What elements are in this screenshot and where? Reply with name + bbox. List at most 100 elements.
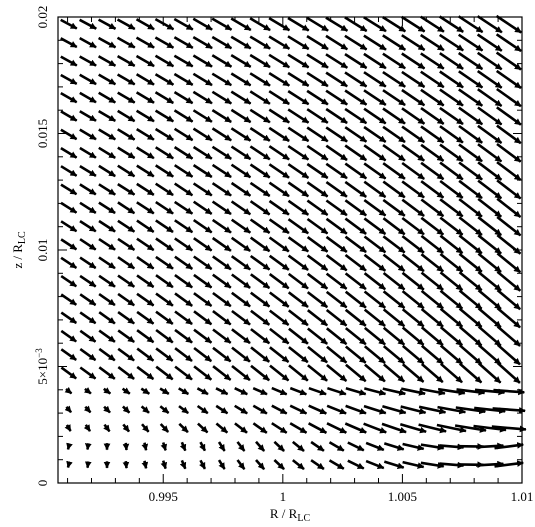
field-arrow bbox=[494, 442, 524, 450]
field-arrow bbox=[439, 234, 464, 255]
field-arrow bbox=[326, 345, 348, 364]
field-arrow bbox=[382, 16, 406, 33]
field-arrow bbox=[344, 327, 367, 346]
field-arrow bbox=[383, 460, 405, 470]
field-arrow bbox=[344, 217, 367, 235]
field-arrow bbox=[155, 146, 174, 160]
field-arrow bbox=[439, 88, 464, 107]
field-arrow bbox=[400, 405, 427, 415]
field-arrow bbox=[344, 290, 367, 309]
field-arrow bbox=[473, 424, 507, 433]
field-arrow bbox=[160, 460, 168, 470]
field-arrow bbox=[178, 387, 190, 396]
field-arrow bbox=[136, 201, 155, 215]
field-arrow bbox=[231, 364, 251, 382]
field-arrow bbox=[230, 255, 251, 271]
field-arrow bbox=[363, 144, 387, 162]
field-arrow bbox=[174, 328, 193, 344]
field-arrow bbox=[212, 365, 232, 381]
field-arrow bbox=[154, 182, 174, 197]
field-arrow bbox=[347, 459, 365, 470]
field-arrow bbox=[159, 423, 170, 433]
field-arrow bbox=[344, 71, 368, 88]
field-arrow bbox=[60, 73, 78, 86]
field-arrow bbox=[475, 442, 505, 450]
field-arrow bbox=[287, 35, 310, 51]
field-arrow bbox=[155, 255, 174, 270]
field-arrow bbox=[418, 423, 447, 434]
field-arrow bbox=[155, 347, 174, 362]
field-arrow bbox=[155, 365, 174, 381]
field-arrow bbox=[325, 126, 348, 143]
field-arrow bbox=[382, 405, 407, 415]
field-arrow bbox=[306, 16, 329, 32]
field-arrow bbox=[306, 199, 329, 217]
field-arrow bbox=[306, 309, 329, 327]
field-arrow bbox=[306, 291, 329, 309]
field-arrow bbox=[287, 53, 310, 69]
field-arrow bbox=[325, 254, 348, 272]
field-arrow bbox=[363, 272, 387, 291]
field-arrow bbox=[345, 404, 367, 415]
field-arrow bbox=[98, 164, 116, 178]
field-arrow bbox=[401, 143, 425, 162]
field-arrow bbox=[250, 291, 271, 308]
field-arrow bbox=[458, 344, 483, 365]
field-arrow bbox=[344, 345, 367, 364]
field-arrow bbox=[477, 362, 502, 384]
field-arrow bbox=[217, 441, 226, 452]
field-arrow bbox=[154, 164, 174, 178]
field-arrow bbox=[308, 386, 327, 396]
field-arrow bbox=[98, 274, 116, 288]
field-arrow bbox=[477, 252, 502, 274]
field-arrow bbox=[476, 51, 503, 71]
field-arrow bbox=[326, 363, 348, 383]
field-arrow bbox=[439, 289, 464, 310]
field-arrow bbox=[363, 253, 387, 272]
field-arrow bbox=[230, 90, 252, 105]
field-arrow bbox=[199, 459, 207, 470]
field-arrow bbox=[60, 256, 78, 269]
field-arrow bbox=[288, 346, 309, 364]
field-arrow bbox=[230, 181, 252, 197]
field-arrow bbox=[79, 238, 97, 251]
field-arrow bbox=[271, 404, 288, 415]
field-arrow bbox=[344, 34, 368, 51]
field-arrow bbox=[382, 326, 406, 346]
field-arrow bbox=[212, 291, 232, 308]
field-arrow bbox=[496, 142, 522, 163]
y-tick-label: 0.015 bbox=[35, 119, 50, 148]
field-arrow bbox=[117, 219, 136, 233]
field-arrow bbox=[103, 423, 111, 433]
field-arrow bbox=[211, 163, 232, 179]
field-arrow bbox=[117, 329, 135, 344]
field-arrow bbox=[382, 71, 406, 88]
field-arrow bbox=[401, 198, 425, 218]
field-arrow bbox=[117, 274, 136, 288]
field-arrow bbox=[401, 107, 426, 125]
field-arrow bbox=[173, 17, 194, 31]
field-arrow bbox=[174, 237, 194, 252]
field-arrow bbox=[268, 181, 290, 198]
field-arrow bbox=[306, 89, 329, 106]
field-arrow bbox=[401, 216, 425, 236]
field-arrow bbox=[249, 35, 271, 50]
field-arrow bbox=[249, 163, 271, 179]
field-arrow bbox=[273, 440, 285, 452]
x-tick-label: 1.005 bbox=[388, 489, 417, 504]
field-arrow bbox=[79, 128, 97, 141]
field-arrow bbox=[79, 348, 97, 362]
field-arrow bbox=[306, 236, 329, 253]
field-arrow bbox=[363, 235, 387, 254]
field-arrow bbox=[79, 366, 97, 380]
field-arrow bbox=[211, 236, 232, 252]
field-arrow bbox=[363, 404, 387, 415]
field-arrow bbox=[382, 235, 406, 254]
y-tick-label: 0 bbox=[35, 480, 50, 487]
field-arrow bbox=[382, 144, 406, 162]
field-arrow bbox=[363, 345, 386, 365]
field-arrow bbox=[154, 17, 175, 31]
field-arrow bbox=[136, 365, 155, 381]
field-arrow bbox=[234, 422, 248, 434]
field-arrow bbox=[401, 363, 425, 383]
